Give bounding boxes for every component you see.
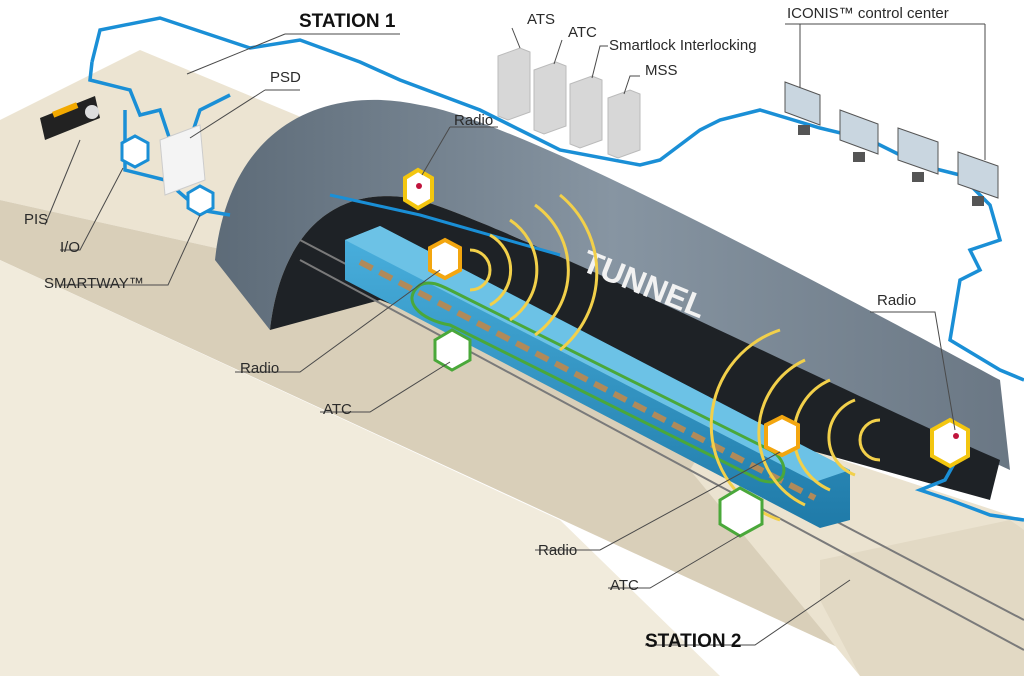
radio-unit-left [428,237,462,281]
network-line-right [914,461,1024,522]
rail-2 [299,259,1024,651]
workstation-2 [839,109,879,162]
smartlock-label: Smartlock Interlocking [609,37,757,54]
atc-unit-bottom [718,486,764,538]
interlocking-cabinet [569,75,603,149]
radio-unit-top [403,167,434,211]
radio-unit-bottom [764,414,800,458]
workstation-1 [784,81,821,135]
station2-block [820,520,1024,676]
psd-label: PSD [270,69,301,86]
radio-top-label: Radio [454,112,494,129]
mss-label: MSS [645,62,678,79]
mss-cabinet [607,89,641,159]
network-line-tunnel [329,193,561,257]
workstation-4 [957,151,999,206]
radio-left-label: Radio [240,360,280,377]
train-window-band [358,259,817,501]
ats-label: ATS [527,11,556,28]
atc-left-label: ATC [323,401,352,418]
workstation-3 [897,127,939,182]
radio-bottom-label: Radio [538,542,578,559]
io-box [120,134,150,169]
network-line-left [88,61,231,142]
atc-cabinet [533,61,567,135]
iconis-label: ICONIS™ control center [787,5,949,22]
atc-bottom-label: ATC [610,577,639,594]
station1-label: STATION 1 [299,11,396,32]
pis-display [40,96,100,140]
station2-label: STATION 2 [645,631,742,652]
atc-unit-left [433,328,472,372]
psd-panel [159,124,206,196]
atc-loop [410,281,786,484]
smartway-label: SMARTWAY™ [44,275,144,292]
pis-label: PIS [24,211,49,228]
radio-unit-right [930,417,970,469]
io-label: I/O [60,239,81,256]
network-line [90,16,1024,382]
radio-waves-left [469,193,599,352]
atc-top-label: ATC [568,24,597,41]
leader-lines [44,23,986,646]
ats-cabinet [497,47,531,121]
lower-platform [0,260,720,676]
radio-right-label: Radio [877,292,917,309]
smartway-box [186,184,215,217]
